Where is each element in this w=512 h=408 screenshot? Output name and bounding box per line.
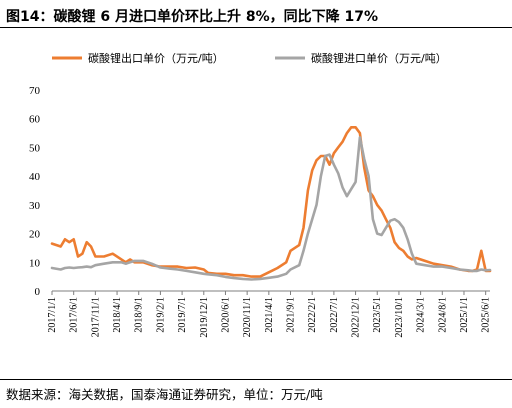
y-tick-label: 20 bbox=[29, 229, 41, 241]
x-tick-label: 2024/8/1 bbox=[437, 297, 448, 333]
x-tick-label: 2017/6/1 bbox=[69, 297, 80, 333]
x-axis: 2017/1/1 2017/6/1 2017/11/1 2018/4/1 2018/9/… bbox=[47, 290, 492, 338]
x-tick-label: 2017/1/1 bbox=[47, 297, 58, 333]
figure-title: 图14：碳酸锂 6 月进口单价环比上升 8%，同比下降 17% bbox=[6, 9, 378, 25]
x-tick-label: 2023/5/1 bbox=[372, 297, 383, 333]
x-tick-label: 2019/12/1 bbox=[199, 297, 210, 338]
y-tick-label: 70 bbox=[29, 85, 41, 97]
x-tick-label: 2018/4/1 bbox=[112, 297, 123, 333]
x-tick-label: 2021/4/1 bbox=[264, 297, 275, 333]
x-tick-label: 2022/12/1 bbox=[351, 297, 362, 338]
legend-label: 碳酸锂出口单价（万元/吨） bbox=[88, 51, 224, 65]
x-tick-label: 2020/6/1 bbox=[220, 297, 231, 333]
source-note: 数据来源：海关数据，国泰海通证券研究，单位：万元/吨 bbox=[6, 387, 323, 402]
y-tick-label: 40 bbox=[29, 171, 41, 183]
title-rule bbox=[0, 27, 512, 28]
legend: 碳酸锂出口单价（万元/吨） 碳酸锂进口单价（万元/吨） bbox=[52, 51, 447, 65]
source-rule bbox=[0, 379, 512, 380]
x-tick-label: 2022/2/1 bbox=[307, 297, 318, 333]
y-axis: 0 10 20 30 40 50 60 70 bbox=[29, 85, 41, 298]
x-tick-label: 2025/6/1 bbox=[481, 297, 492, 333]
x-tick-label: 2021/9/1 bbox=[286, 297, 297, 333]
x-tick-label: 2020/11/1 bbox=[242, 297, 253, 337]
series-line bbox=[50, 126, 492, 278]
y-tick-label: 0 bbox=[35, 286, 41, 298]
x-tick-label: 2018/9/1 bbox=[134, 297, 145, 333]
x-tick-label: 2017/11/1 bbox=[90, 297, 101, 337]
y-tick-label: 30 bbox=[29, 200, 41, 212]
x-tick-label: 2023/10/1 bbox=[394, 297, 405, 338]
y-tick-label: 10 bbox=[29, 257, 41, 269]
series-line bbox=[50, 136, 492, 281]
y-tick-label: 60 bbox=[29, 114, 41, 126]
x-tick-label: 2019/2/1 bbox=[155, 297, 166, 333]
x-tick-label: 2024/3/1 bbox=[416, 297, 427, 333]
x-tick-label: 2019/7/1 bbox=[177, 297, 188, 333]
x-tick-label: 2025/1/1 bbox=[459, 297, 470, 333]
chart: 碳酸锂出口单价（万元/吨） 碳酸锂进口单价（万元/吨） 0 10 20 30 40 50 60… bbox=[29, 51, 492, 338]
x-tick-label: 2022/7/1 bbox=[329, 297, 340, 333]
y-tick-label: 50 bbox=[29, 142, 41, 154]
series-lines bbox=[50, 126, 492, 281]
legend-label: 碳酸锂进口单价（万元/吨） bbox=[311, 51, 447, 65]
